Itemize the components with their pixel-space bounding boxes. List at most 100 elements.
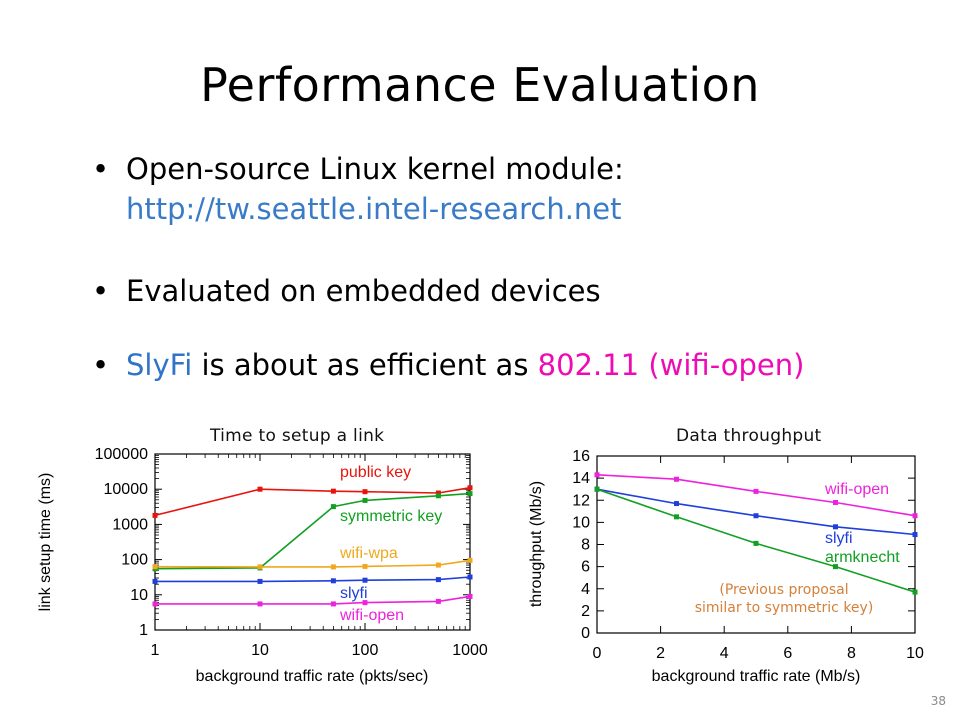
y-axis-label: throughput (Mb/s) (528, 481, 545, 607)
series-label-wifi-open: wifi-open (339, 607, 404, 624)
chart-caption-link-setup: Time to setup a link (210, 426, 385, 446)
data-point-slyfi (152, 578, 158, 584)
series-label-wifi-open: wifi-open (824, 481, 889, 498)
data-point-armknecht (753, 540, 759, 546)
data-point-public-key (330, 488, 336, 494)
slyfi-highlight: SlyFi (126, 348, 193, 382)
data-point-wifi-wpa (467, 557, 473, 563)
y-tick-label: 1000 (112, 516, 148, 533)
annotation-line-1: (Previous proposal (719, 582, 848, 598)
y-tick-label: 2 (581, 603, 590, 620)
y-axis-label: link setup time (ms) (37, 473, 54, 612)
data-point-armknecht (594, 486, 600, 492)
data-point-slyfi (912, 532, 918, 538)
data-point-slyfi (674, 501, 679, 507)
data-point-wifi-open (257, 601, 263, 607)
y-tick-label: 100000 (95, 446, 148, 463)
x-axis-label: background traffic rate (pkts/sec) (196, 668, 429, 685)
data-point-public-key (362, 489, 368, 495)
data-point-symmetric-key (467, 491, 473, 497)
data-point-wifi-open (330, 601, 336, 607)
x-tick-label: 100 (352, 642, 379, 659)
x-tick-label: 6 (783, 645, 792, 662)
bullet-text-kernel-module: Open-source Linux kernel module: (126, 152, 624, 186)
data-point-slyfi (257, 578, 263, 584)
data-point-armknecht (912, 589, 918, 595)
data-point-symmetric-key (435, 493, 441, 499)
data-point-symmetric-key (362, 497, 368, 503)
series-label-slyfi: slyfi (825, 530, 853, 547)
data-point-slyfi (467, 574, 473, 580)
x-tick-label: 1 (151, 642, 160, 659)
data-point-public-key (435, 490, 441, 496)
series-line-wifi-wpa (154, 559, 471, 568)
efficiency-middle-text: is about as efficient as (192, 348, 538, 382)
data-point-wifi-open (833, 499, 838, 505)
page-number: 38 (930, 694, 946, 708)
y-tick-label: 10 (130, 587, 148, 604)
data-point-public-key (152, 512, 158, 518)
annotation-line-2: similar to symmetric key) (695, 600, 874, 616)
x-axis-label: background traffic rate (Mb/s) (652, 668, 861, 685)
y-tick-label: 16 (572, 448, 590, 465)
data-point-wifi-open (594, 472, 600, 478)
bullet-text-embedded: Evaluated on embedded devices (126, 274, 601, 308)
y-tick-label: 10000 (104, 481, 149, 498)
project-url-link[interactable]: http://tw.seattle.intel-research.net (126, 192, 622, 226)
data-point-wifi-open (467, 593, 473, 599)
series-line-wifi-open (155, 595, 471, 605)
data-point-wifi-wpa (152, 564, 158, 570)
data-point-slyfi (833, 524, 838, 530)
series-line-symmetric-key (154, 492, 471, 570)
data-point-slyfi (753, 513, 759, 519)
y-tick-label: 100 (121, 552, 148, 569)
y-tick-label: 14 (572, 470, 590, 487)
data-point-armknecht (833, 564, 838, 570)
data-point-armknecht (674, 514, 679, 520)
data-point-slyfi (362, 577, 368, 583)
chart-caption-throughput: Data throughput (676, 426, 822, 446)
bullet-text-efficiency: SlyFi is about as efficient as 802.11 (w… (126, 348, 804, 382)
series-label-symmetric-key: symmetric key (340, 508, 442, 525)
bullet-glyph: • (92, 274, 110, 308)
y-tick-label: 12 (572, 492, 590, 509)
data-point-wifi-open (152, 601, 158, 607)
y-tick-label: 6 (581, 559, 590, 576)
data-point-wifi-wpa (435, 562, 441, 568)
data-point-slyfi (330, 578, 336, 584)
x-tick-label: 10 (906, 645, 924, 662)
slide-title: Performance Evaluation (200, 58, 760, 112)
series-line-public-key (154, 486, 471, 517)
series-line-slyfi (155, 576, 471, 583)
data-point-wifi-open (912, 513, 918, 519)
data-point-wifi-wpa (362, 563, 368, 569)
y-tick-label: 1 (139, 622, 148, 639)
y-tick-label: 8 (581, 537, 590, 554)
x-tick-label: 4 (720, 645, 729, 662)
data-point-wifi-open (435, 598, 441, 604)
plot-frame (154, 453, 471, 631)
bullet-glyph: • (92, 152, 110, 186)
data-point-wifi-open (753, 488, 759, 494)
x-tick-label: 2 (656, 645, 665, 662)
data-point-wifi-open (362, 600, 368, 606)
y-tick-label: 0 (581, 625, 590, 642)
data-point-symmetric-key (330, 504, 336, 510)
series-label-wifi-wpa: wifi-wpa (339, 545, 398, 562)
data-point-slyfi (435, 577, 441, 583)
x-tick-label: 1000 (452, 642, 488, 659)
data-point-wifi-wpa (330, 564, 336, 570)
series-line-armknecht (596, 488, 916, 593)
data-point-public-key (257, 486, 263, 492)
series-label-slyfi: slyfi (340, 585, 368, 602)
data-point-wifi-wpa (257, 564, 263, 570)
data-point-wifi-open (674, 476, 679, 482)
x-tick-label: 10 (251, 642, 269, 659)
x-tick-label: 0 (593, 645, 602, 662)
x-tick-label: 8 (847, 645, 856, 662)
y-tick-label: 10 (572, 514, 590, 531)
wifi-open-highlight: 802.11 (wifi-open) (537, 348, 805, 382)
series-label-public-key: public key (340, 464, 411, 481)
series-label-armknecht: armknecht (825, 549, 900, 566)
